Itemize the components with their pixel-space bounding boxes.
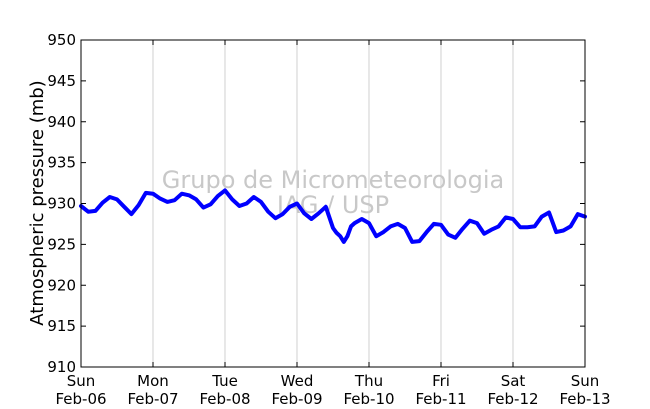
series-line <box>79 188 587 244</box>
x-tick-label-day: Tue <box>211 372 238 390</box>
x-tick-label-date: Feb-12 <box>487 390 538 408</box>
y-tick-label: 945 <box>47 72 76 90</box>
x-tick-label-date: Feb-08 <box>199 390 250 408</box>
y-axis-title: Atmospheric pressure (mb) <box>27 80 48 325</box>
x-tick-label-day: Sat <box>501 372 526 390</box>
y-tick-label: 915 <box>47 317 76 335</box>
y-ticks: 910 915 920 925 930 935 940 945 950 <box>47 31 585 376</box>
x-tick-label-day: Sun <box>571 372 600 390</box>
y-tick-label: 950 <box>47 31 76 49</box>
y-tick-label: 925 <box>47 235 76 253</box>
x-tick-label-day: Thu <box>354 372 383 390</box>
watermark: Grupo de Micrometeorologia IAG / USP <box>162 166 504 219</box>
series-group <box>79 188 587 244</box>
y-tick-label: 910 <box>47 358 76 376</box>
watermark-line-1: Grupo de Micrometeorologia <box>162 166 504 194</box>
x-tick-label-day: Sun <box>67 372 96 390</box>
x-tick-label-day: Mon <box>137 372 169 390</box>
y-tick-label: 935 <box>47 154 76 172</box>
x-tick-label-day: Fri <box>432 372 450 390</box>
x-tick-label-day: Wed <box>281 372 314 390</box>
x-tick-label-date: Feb-13 <box>559 390 610 408</box>
x-tick-label-date: Feb-06 <box>55 390 106 408</box>
y-tick-label: 940 <box>47 113 76 131</box>
x-tick-label-date: Feb-07 <box>127 390 178 408</box>
x-tick-label-date: Feb-10 <box>343 390 394 408</box>
y-tick-label: 920 <box>47 276 76 294</box>
y-tick-label: 930 <box>47 195 76 213</box>
x-tick-label-date: Feb-09 <box>271 390 322 408</box>
x-ticks: SunFeb-06MonFeb-07TueFeb-08WedFeb-09ThuF… <box>55 40 611 408</box>
x-tick-label-date: Feb-11 <box>415 390 466 408</box>
